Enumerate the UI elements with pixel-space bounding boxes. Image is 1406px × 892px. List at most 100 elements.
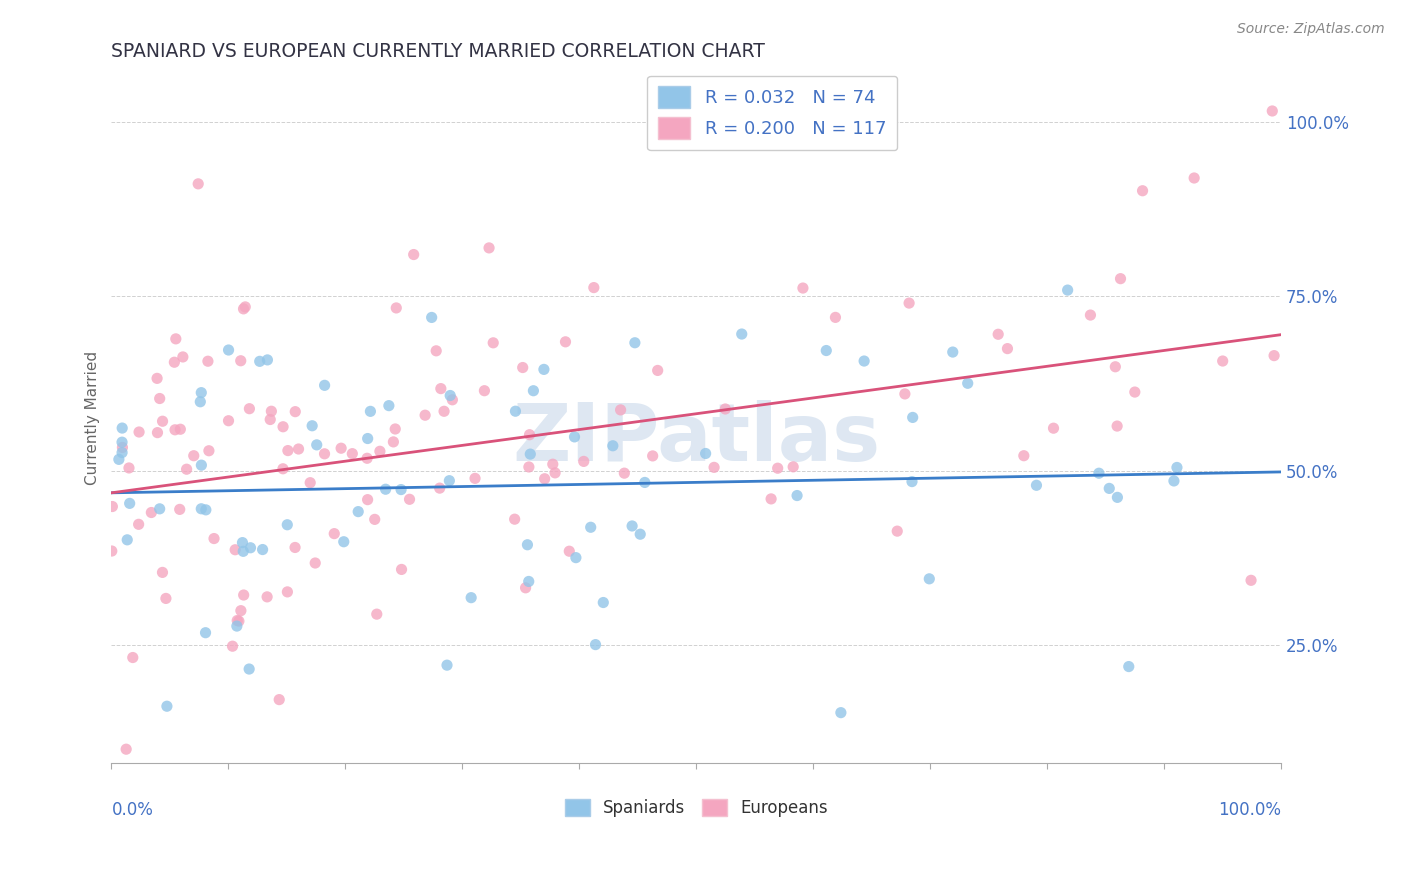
Point	[398, 492, 420, 507]
Point	[894, 387, 917, 401]
Point	[146, 371, 169, 385]
Point	[115, 533, 138, 547]
Point	[512, 360, 534, 375]
Point	[478, 241, 501, 255]
Point	[425, 343, 447, 358]
Point	[1088, 467, 1111, 481]
Point	[901, 410, 924, 425]
Point	[172, 350, 194, 364]
Point	[1132, 184, 1154, 198]
Point	[176, 462, 198, 476]
Point	[759, 491, 782, 506]
Point	[284, 541, 307, 555]
Point	[786, 489, 808, 503]
Point	[703, 460, 725, 475]
Point	[269, 692, 291, 706]
Point	[259, 412, 281, 426]
Point	[391, 562, 413, 576]
Point	[503, 512, 526, 526]
Point	[155, 591, 177, 606]
Point	[249, 354, 271, 368]
Point	[187, 177, 209, 191]
Point	[226, 614, 249, 628]
Point	[1042, 421, 1064, 435]
Point	[121, 650, 143, 665]
Point	[149, 501, 172, 516]
Point	[516, 538, 538, 552]
Point	[1104, 359, 1126, 374]
Point	[385, 301, 408, 315]
Point	[165, 332, 187, 346]
Point	[228, 614, 250, 628]
Point	[238, 662, 260, 676]
Point	[141, 506, 163, 520]
Point	[439, 474, 461, 488]
Text: 0.0%: 0.0%	[111, 801, 153, 819]
Point	[987, 327, 1010, 342]
Point	[1107, 491, 1129, 505]
Point	[190, 501, 212, 516]
Point	[378, 399, 401, 413]
Point	[101, 500, 124, 514]
Point	[460, 591, 482, 605]
Point	[364, 512, 387, 526]
Point	[1098, 482, 1121, 496]
Point	[332, 534, 354, 549]
Point	[218, 343, 240, 357]
Point	[602, 439, 624, 453]
Point	[464, 471, 486, 485]
Point	[482, 335, 505, 350]
Point	[1080, 308, 1102, 322]
Point	[256, 590, 278, 604]
Point	[149, 392, 172, 406]
Point	[429, 481, 451, 495]
Point	[146, 425, 169, 440]
Point	[232, 544, 254, 558]
Point	[572, 454, 595, 468]
Point	[152, 566, 174, 580]
Point	[190, 385, 212, 400]
Text: 100.0%: 100.0%	[1218, 801, 1281, 819]
Point	[305, 438, 328, 452]
Point	[558, 544, 581, 558]
Point	[505, 404, 527, 418]
Point	[519, 447, 541, 461]
Point	[634, 475, 657, 490]
Point	[621, 519, 644, 533]
Point	[100, 544, 122, 558]
Point	[118, 461, 141, 475]
Point	[284, 404, 307, 418]
Point	[533, 472, 555, 486]
Point	[1166, 460, 1188, 475]
Point	[1025, 478, 1047, 492]
Point	[225, 619, 247, 633]
Point	[918, 572, 941, 586]
Point	[554, 334, 576, 349]
Point	[256, 352, 278, 367]
Point	[544, 466, 567, 480]
Legend: Spaniards, Europeans: Spaniards, Europeans	[558, 792, 834, 824]
Point	[942, 345, 965, 359]
Point	[356, 451, 378, 466]
Point	[1163, 474, 1185, 488]
Point	[323, 526, 346, 541]
Point	[1056, 283, 1078, 297]
Point	[163, 423, 186, 437]
Point	[169, 502, 191, 516]
Point	[579, 520, 602, 534]
Point	[239, 541, 262, 555]
Point	[1240, 574, 1263, 588]
Point	[613, 466, 636, 480]
Point	[277, 443, 299, 458]
Point	[183, 449, 205, 463]
Point	[517, 460, 540, 475]
Point	[276, 517, 298, 532]
Point	[382, 434, 405, 449]
Point	[111, 421, 134, 435]
Point	[260, 404, 283, 418]
Point	[356, 492, 378, 507]
Point	[188, 394, 211, 409]
Point	[128, 517, 150, 532]
Point	[474, 384, 496, 398]
Point	[347, 505, 370, 519]
